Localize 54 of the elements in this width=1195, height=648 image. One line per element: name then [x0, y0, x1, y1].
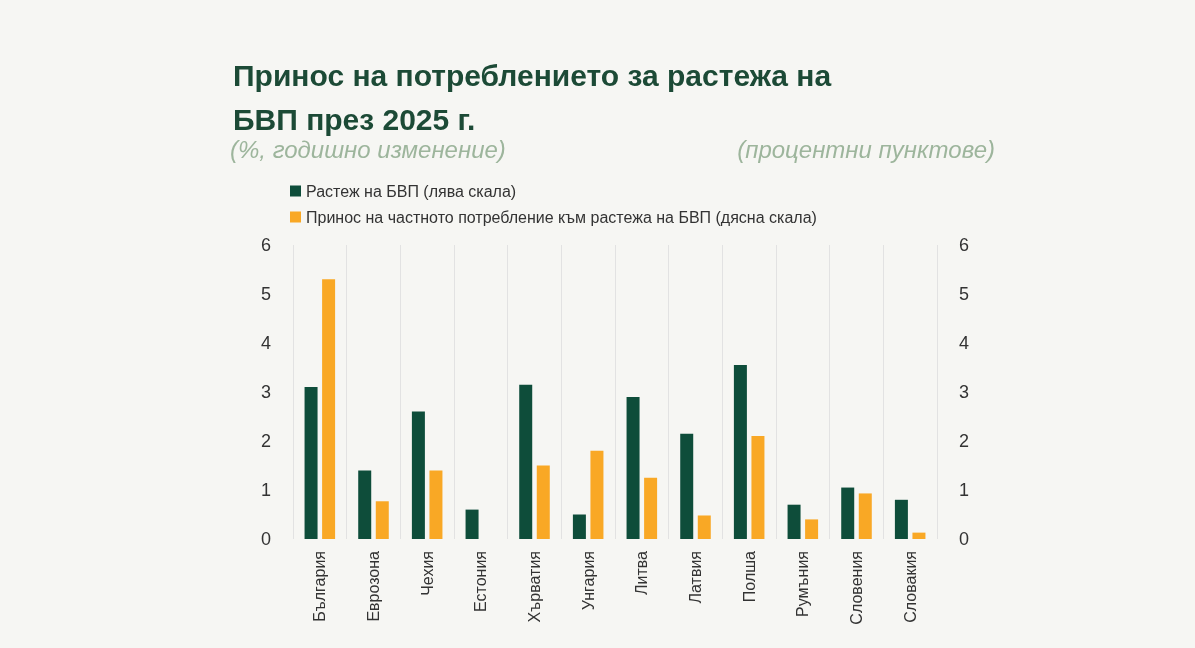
bar: [626, 396, 640, 539]
bar: [751, 436, 765, 539]
x-tick-label: Еврозона: [365, 550, 382, 622]
y-axis-title: (%, годишно изменение): [230, 135, 506, 163]
x-tick-label: Словения: [848, 551, 865, 625]
bar: [841, 487, 855, 539]
x-tick-label: Литва: [633, 550, 651, 595]
bar: [465, 509, 479, 539]
y2-tick-label: 2: [959, 431, 970, 451]
bar: [322, 279, 336, 539]
bar: [894, 499, 908, 539]
y2-tick-label: 6: [959, 235, 970, 255]
chart-title: Принос на потреблението за растежа на БВП през 2025 г.: [233, 58, 832, 136]
bar: [536, 465, 550, 539]
bar: [411, 411, 425, 539]
bar: [572, 514, 586, 539]
y-tick-label: 2: [260, 431, 271, 451]
x-tick-label: Полша: [740, 550, 758, 603]
y2-tick-label: 4: [959, 333, 970, 353]
y-tick-label: 0: [260, 529, 271, 549]
x-tick-label: Латвия: [687, 551, 704, 604]
y-tick-label: 1: [260, 480, 271, 500]
y2-tick-label: 5: [959, 284, 970, 304]
bar: [375, 501, 389, 539]
legend-label: Принос на частното потребление към растежа на БВП (дясна скала): [306, 208, 817, 226]
x-tick-label: Естония: [472, 551, 490, 612]
y2-tick-label: 3: [959, 382, 970, 402]
bar: [858, 493, 872, 539]
bar: [644, 477, 658, 539]
bar: [680, 433, 694, 539]
y2-tick-label: 0: [959, 529, 970, 549]
y2-axis-title: (процентни пунктове): [737, 135, 995, 163]
bar: [697, 515, 711, 539]
bar: [519, 384, 533, 539]
bar: [429, 470, 443, 539]
x-tick-label: България: [311, 551, 329, 622]
x-tick-label: Словакия: [901, 551, 919, 623]
bar: [304, 387, 318, 539]
bar: [805, 519, 819, 539]
bar: [590, 450, 604, 539]
y-tick-label: 4: [260, 333, 271, 353]
x-tick-label: Чехия: [418, 551, 436, 596]
y-tick-label: 5: [260, 284, 271, 304]
x-tick-label: Хърватия: [526, 551, 543, 623]
y-tick-label: 3: [260, 382, 271, 402]
x-tick-label: Румъния: [794, 551, 812, 617]
bar: [733, 365, 747, 539]
legend-label: Растеж на БВП (лява скала): [306, 182, 517, 200]
bar: [787, 504, 801, 539]
bar: [912, 532, 926, 539]
x-tick-label: Унгария: [579, 551, 597, 611]
y-tick-label: 6: [260, 235, 271, 255]
bar: [358, 470, 372, 539]
y2-tick-label: 1: [959, 480, 970, 500]
